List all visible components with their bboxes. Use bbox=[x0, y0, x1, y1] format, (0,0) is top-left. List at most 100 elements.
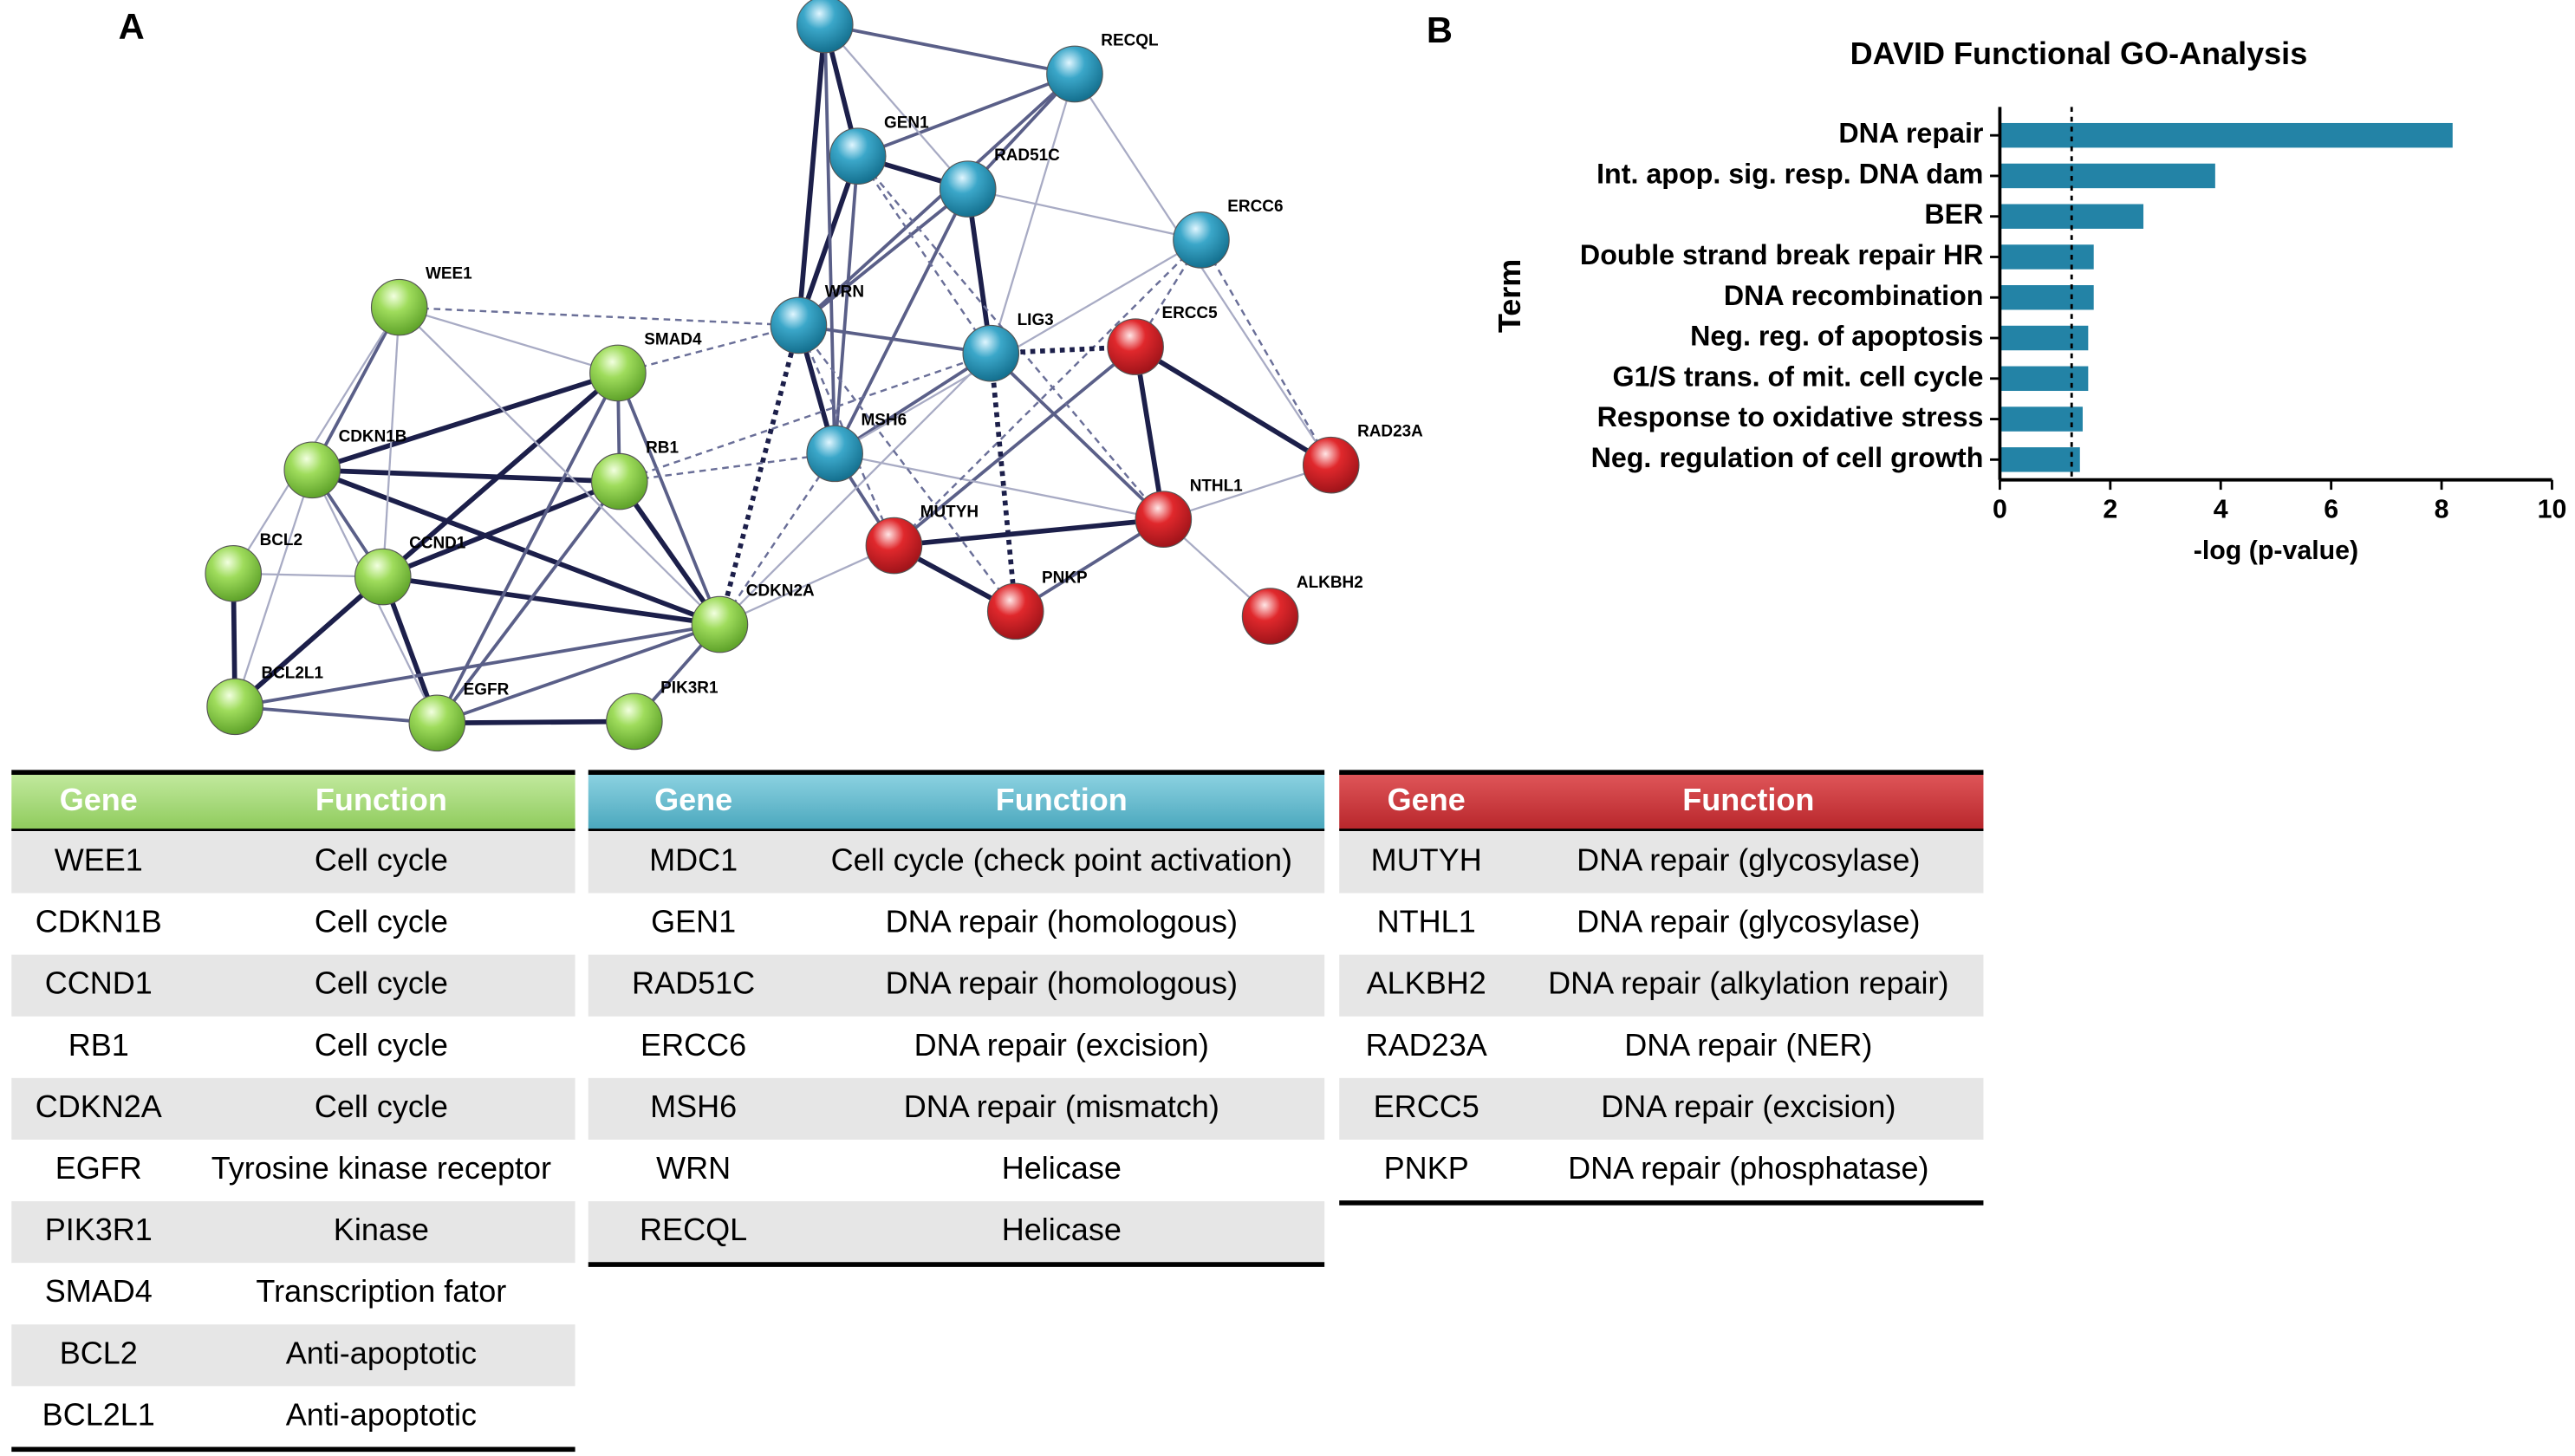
edge bbox=[311, 467, 721, 627]
table-header bbox=[11, 772, 575, 830]
node bbox=[283, 441, 341, 499]
panel-label: B bbox=[1427, 10, 1453, 50]
node bbox=[206, 678, 263, 736]
node bbox=[354, 548, 412, 606]
edge bbox=[967, 188, 1202, 242]
y-tick-label: DNA recombination bbox=[1724, 280, 1984, 311]
table-cell: RAD51C bbox=[632, 965, 755, 1001]
x-tick-label: 0 bbox=[1993, 496, 2007, 524]
y-tick-label: Neg. reg. of apoptosis bbox=[1690, 321, 1983, 352]
table-cell: Transcription fator bbox=[256, 1273, 506, 1309]
table-cell: DNA repair (homologous) bbox=[886, 965, 1238, 1001]
table-cell: DNA repair (alkylation repair) bbox=[1548, 965, 1948, 1001]
edge bbox=[1014, 517, 1165, 613]
node bbox=[606, 692, 663, 751]
node bbox=[1241, 588, 1299, 645]
bar bbox=[2000, 163, 2215, 189]
table-row-bg bbox=[11, 1201, 575, 1264]
edge bbox=[893, 345, 1137, 548]
edge bbox=[232, 307, 400, 575]
table-cell: MDC1 bbox=[649, 842, 738, 878]
node bbox=[1046, 45, 1103, 103]
node bbox=[370, 278, 428, 336]
table-header-cell: Gene bbox=[654, 782, 732, 817]
node bbox=[770, 296, 828, 354]
table-cell: Anti-apoptotic bbox=[286, 1335, 477, 1370]
edge bbox=[381, 307, 400, 577]
node-label: ALKBH2 bbox=[1297, 574, 1363, 592]
edge bbox=[834, 352, 992, 455]
edge bbox=[833, 156, 860, 454]
table-cell: RECQL bbox=[640, 1212, 747, 1247]
edge bbox=[797, 324, 1017, 613]
table-cell: BCL2 bbox=[60, 1335, 138, 1370]
edge bbox=[619, 352, 992, 483]
edge bbox=[234, 469, 314, 707]
node-label: LIG3 bbox=[1018, 311, 1054, 329]
node bbox=[986, 582, 1044, 640]
edge bbox=[823, 24, 837, 454]
table-header-cell: Gene bbox=[1388, 782, 1466, 817]
node-label: RB1 bbox=[646, 439, 679, 458]
node bbox=[590, 452, 648, 510]
table-row-bg bbox=[11, 1077, 575, 1140]
table-cell: Cell cycle bbox=[315, 1089, 448, 1124]
node bbox=[939, 160, 997, 218]
table-header bbox=[588, 772, 1325, 830]
edge bbox=[824, 23, 1076, 76]
edge bbox=[833, 188, 970, 455]
bar bbox=[2000, 122, 2453, 148]
node-label: BCL2 bbox=[260, 531, 302, 549]
table-cell: Helicase bbox=[1002, 1212, 1122, 1247]
y-tick-label: Double strand break repair HR bbox=[1580, 239, 1984, 270]
edge bbox=[990, 74, 1076, 354]
table-cell: PNKP bbox=[1384, 1150, 1469, 1186]
table-row-bg bbox=[11, 1324, 575, 1387]
edge bbox=[437, 718, 634, 726]
edge bbox=[989, 352, 1165, 521]
table-cell: EGFR bbox=[55, 1150, 142, 1186]
edge bbox=[233, 575, 385, 709]
node-label: ERCC6 bbox=[1227, 198, 1283, 216]
table-cell: PIK3R1 bbox=[45, 1212, 153, 1247]
bar bbox=[2000, 406, 2083, 432]
network-nodes: WEE1 SMAD4 CDKN1B RB1 BCL2 CCND1 CDKN2A BCL2L1 E… bbox=[205, 0, 1423, 752]
table-header-cell: Gene bbox=[60, 782, 138, 817]
x-axis-title: -log (p-value) bbox=[2194, 536, 2358, 565]
edge bbox=[717, 324, 802, 626]
edge bbox=[856, 155, 992, 354]
table-header-cell: Function bbox=[1682, 782, 1814, 817]
edge bbox=[719, 352, 992, 626]
edge bbox=[435, 480, 621, 725]
edge bbox=[435, 372, 620, 725]
table-row-bg bbox=[11, 954, 575, 1017]
node-label: CCND1 bbox=[409, 535, 465, 553]
edge bbox=[398, 306, 721, 626]
bar bbox=[2000, 325, 2089, 351]
table-cell: Cell cycle bbox=[315, 1027, 448, 1063]
tables: Gene Function WEE1 Cell cycle CDKN1B Cell cyc… bbox=[11, 770, 1984, 1453]
node-label: WEE1 bbox=[426, 265, 472, 283]
y-tick-label: Int. apop. sig. resp. DNA dam bbox=[1596, 158, 1983, 189]
edge bbox=[381, 478, 621, 580]
table-row-bg bbox=[588, 1077, 1325, 1140]
edge bbox=[1163, 464, 1332, 521]
table-cell: Kinase bbox=[334, 1212, 429, 1247]
node-label: EGFR bbox=[464, 680, 510, 699]
table-row-bg bbox=[1339, 831, 1984, 894]
y-axis-title: Term bbox=[1492, 259, 1527, 333]
edge bbox=[834, 452, 1164, 521]
edge bbox=[619, 452, 836, 483]
edge bbox=[382, 574, 720, 627]
table-cell: DNA repair (NER) bbox=[1624, 1027, 1872, 1063]
table-row-bg bbox=[588, 1201, 1325, 1264]
table-header bbox=[1339, 772, 1984, 830]
y-tick-label: Neg. regulation of cell growth bbox=[1591, 442, 1984, 473]
edge bbox=[436, 622, 721, 725]
table-cell: MSH6 bbox=[650, 1089, 737, 1124]
node bbox=[1173, 211, 1230, 269]
edge bbox=[857, 72, 1076, 158]
node-label: RAD51C bbox=[994, 146, 1060, 165]
edge bbox=[234, 622, 720, 709]
